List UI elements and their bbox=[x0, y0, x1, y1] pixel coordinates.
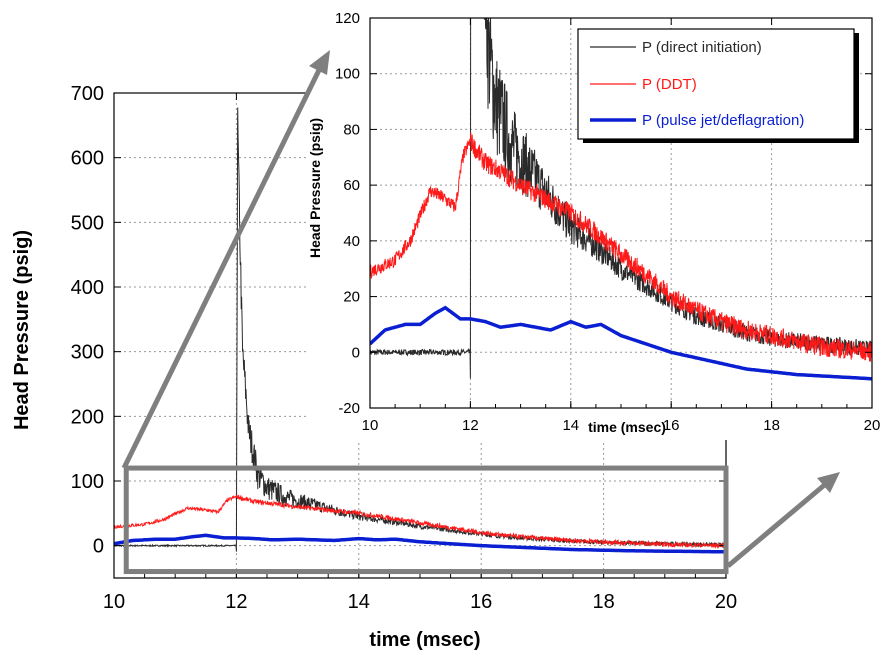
main-x-tick-label: 16 bbox=[470, 591, 492, 613]
inset-x-tick-label: 18 bbox=[763, 417, 780, 434]
inset-x-tick-label: 20 bbox=[864, 417, 881, 434]
inset-x-tick-label: 14 bbox=[562, 417, 579, 434]
main-series bbox=[114, 107, 726, 554]
inset-ticks bbox=[369, 17, 873, 409]
inset-y-tick-labels: -20 0 20 40 60 80 100 120 bbox=[335, 10, 360, 417]
inset-x-tick-labels: 10 12 14 16 18 20 bbox=[362, 417, 881, 434]
main-series-pulse-jet bbox=[114, 533, 726, 554]
main-y-tick-label: 300 bbox=[71, 342, 104, 364]
inset-x-tick-label: 10 bbox=[362, 417, 379, 434]
zoom-arrow-left bbox=[121, 62, 325, 470]
main-x-tick-label: 14 bbox=[348, 591, 370, 613]
zoom-arrow-right bbox=[726, 480, 830, 568]
main-x-tick-label: 18 bbox=[592, 591, 614, 613]
main-x-tick-label: 12 bbox=[225, 591, 247, 613]
legend-label-ddt: P (DDT) bbox=[642, 76, 697, 93]
main-x-tick-label: 20 bbox=[715, 591, 737, 613]
inset-y-tick-label: -20 bbox=[338, 400, 360, 417]
zoom-arrow-right-head bbox=[817, 472, 840, 493]
main-y-tick-labels: 0 100 200 300 400 500 600 700 bbox=[71, 83, 104, 558]
inset-y-tick-label: 120 bbox=[335, 10, 360, 27]
inset-y-tick-label: 20 bbox=[343, 289, 360, 306]
legend: P (direct initiation) P (DDT) P (pulse j… bbox=[577, 28, 859, 143]
inset-y-tick-label: 100 bbox=[335, 66, 360, 83]
inset-x-tick-label: 12 bbox=[462, 417, 479, 434]
zoom-region-box bbox=[123, 465, 729, 575]
inset-y-tick-label: 80 bbox=[343, 121, 360, 138]
main-x-tick-labels: 10 12 14 16 18 20 bbox=[103, 591, 737, 613]
inset-series bbox=[370, 18, 872, 381]
main-y-tick-label: 0 bbox=[93, 536, 104, 558]
main-y-tick-label: 700 bbox=[71, 83, 104, 105]
inset-y-tick-label: 60 bbox=[343, 177, 360, 194]
inset-x-axis-title: time (msec) bbox=[588, 419, 666, 435]
inset-series-pulse-jet bbox=[370, 305, 872, 381]
legend-label-direct: P (direct initiation) bbox=[642, 39, 762, 56]
inset-y-tick-label: 40 bbox=[343, 233, 360, 250]
zoom-arrow-left-head bbox=[309, 50, 330, 75]
main-y-axis-title: Head Pressure (psig) bbox=[11, 230, 33, 430]
main-y-tick-label: 200 bbox=[71, 406, 104, 428]
inset-x-tick-label: 16 bbox=[663, 417, 680, 434]
inset-y-axis-title: Head Pressure (psig) bbox=[307, 118, 323, 258]
inset-series-ddt bbox=[370, 132, 872, 362]
zoom-arrows bbox=[121, 50, 840, 568]
main-x-axis-title: time (msec) bbox=[369, 629, 480, 651]
main-x-tick-label: 10 bbox=[103, 591, 125, 613]
main-y-tick-label: 600 bbox=[71, 148, 104, 170]
main-y-tick-label: 100 bbox=[71, 471, 104, 493]
legend-label-pulse: P (pulse jet/deflagration) bbox=[642, 112, 804, 129]
inset-chart: 10 12 14 16 18 20 -20 0 20 40 60 80 100 120 time (ms… bbox=[307, 0, 884, 440]
main-y-tick-label: 500 bbox=[71, 212, 104, 234]
inset-y-tick-label: 0 bbox=[352, 344, 360, 361]
main-y-tick-label: 400 bbox=[71, 277, 104, 299]
main-series-ddt bbox=[114, 494, 726, 550]
